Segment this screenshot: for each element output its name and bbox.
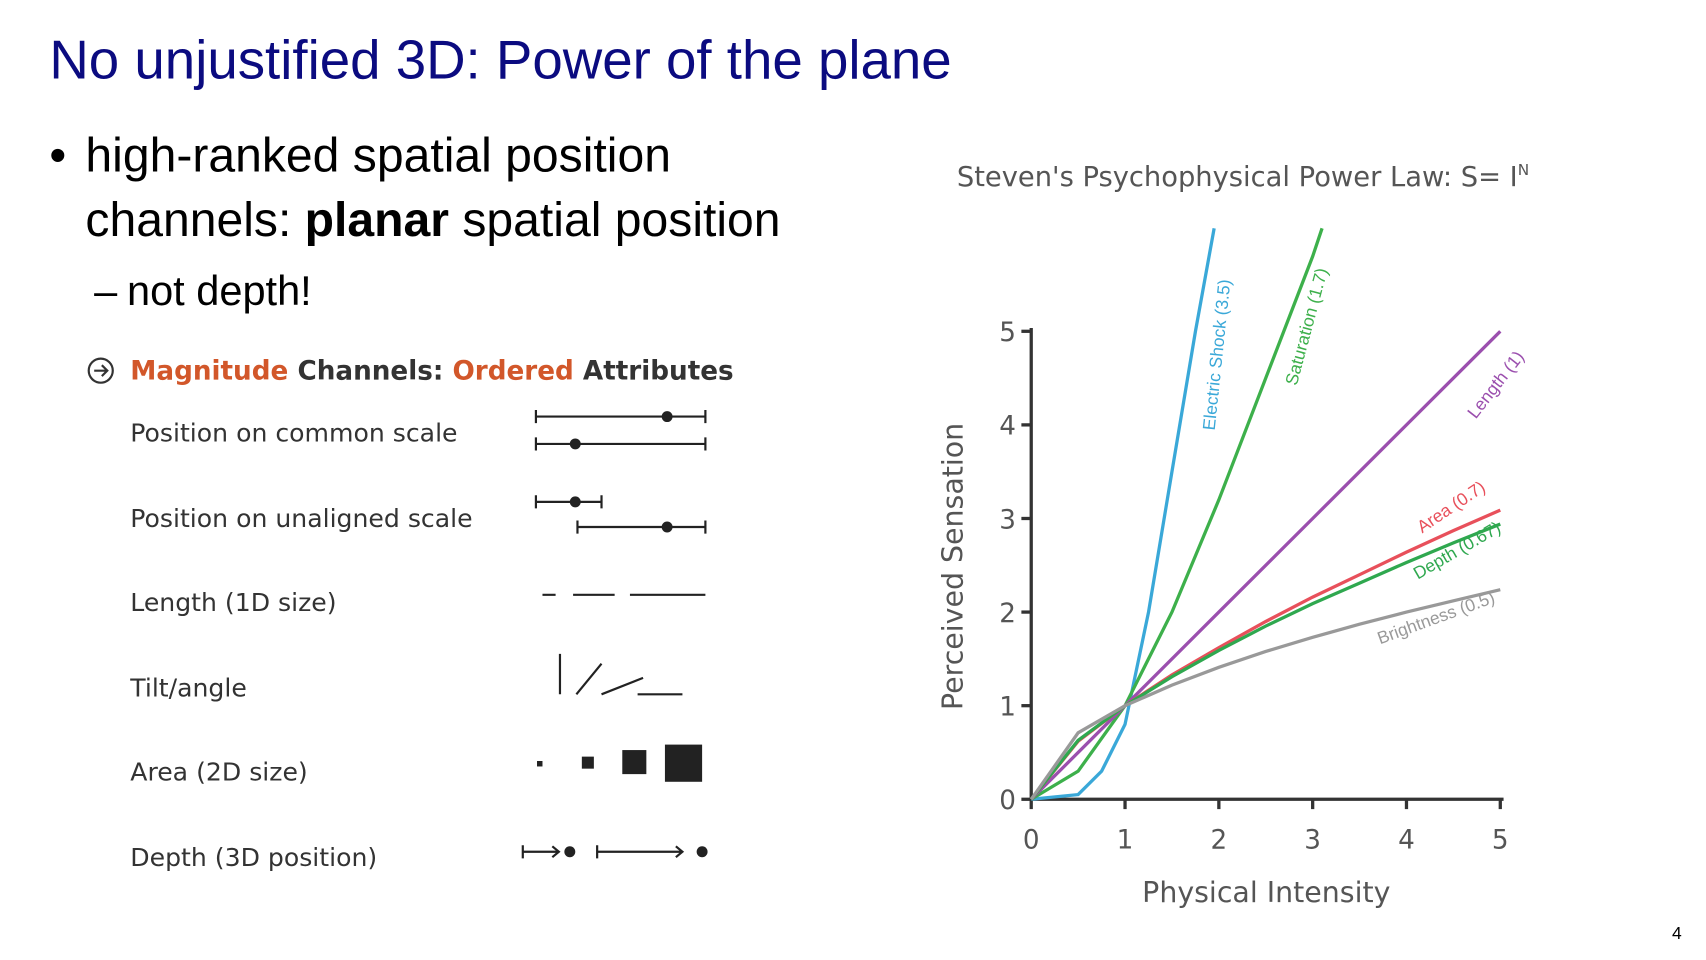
sub-marker: – bbox=[94, 267, 118, 314]
y-tick-label: 0 bbox=[999, 786, 1016, 816]
bullet-line: channels: planar spatial position bbox=[85, 193, 780, 247]
dot bbox=[696, 846, 708, 858]
y-tick-label: 5 bbox=[999, 318, 1016, 348]
dot bbox=[661, 411, 673, 423]
chart-title: Steven's Psychophysical Power Law: S= IN bbox=[957, 161, 1529, 193]
x-tick-label: 4 bbox=[1398, 825, 1415, 855]
header-arrow bbox=[94, 364, 109, 377]
channel-label: Depth (3D position) bbox=[130, 843, 377, 872]
series-line bbox=[1029, 522, 1501, 801]
dot bbox=[661, 521, 673, 533]
bullet-text: channels: bbox=[85, 193, 304, 247]
bullet-text: spatial position bbox=[449, 193, 781, 247]
header-part: Ordered bbox=[452, 356, 573, 386]
series-line bbox=[1030, 330, 1502, 801]
series-line bbox=[1031, 228, 1216, 801]
depth-icon bbox=[521, 845, 685, 859]
area-icon bbox=[664, 744, 703, 782]
x-tick-label: 2 bbox=[1210, 825, 1227, 855]
channel-label: Position on common scale bbox=[130, 419, 457, 448]
x-tick-label: 5 bbox=[1492, 825, 1509, 855]
bullet-marker: • bbox=[49, 129, 66, 183]
series-label: Saturation (1.7) bbox=[1281, 266, 1332, 388]
x-tick-label: 0 bbox=[1023, 825, 1040, 855]
series-line bbox=[1029, 588, 1501, 801]
sub-bullet: not depth! bbox=[127, 267, 312, 314]
bullet-line: high-ranked spatial position bbox=[85, 129, 671, 183]
header-part: Channels: bbox=[288, 356, 452, 386]
dot bbox=[564, 846, 576, 858]
chart: Steven's Psychophysical Power Law: S= IN… bbox=[936, 161, 1529, 909]
channel-label: Position on unaligned scale bbox=[130, 504, 472, 533]
chart-title-text: Steven's Psychophysical Power Law: S= I bbox=[957, 162, 1518, 193]
area-icon bbox=[581, 756, 594, 769]
tilt-icon bbox=[558, 653, 683, 696]
series-line bbox=[1030, 227, 1324, 801]
area-icon bbox=[622, 750, 647, 775]
dot bbox=[569, 496, 581, 508]
series-label: Brightness (0.5) bbox=[1375, 587, 1498, 648]
bullet-bold: planar bbox=[305, 193, 449, 247]
dot bbox=[569, 438, 581, 450]
page-number: 4 bbox=[1672, 923, 1682, 943]
channel-icons bbox=[521, 410, 708, 859]
channels-panel: Magnitude Channels: Ordered Attributes P… bbox=[87, 356, 734, 872]
x-tick-label: 1 bbox=[1117, 825, 1134, 855]
y-tick-label: 4 bbox=[999, 412, 1016, 442]
y-tick-label: 2 bbox=[999, 599, 1016, 629]
y-tick-label: 1 bbox=[999, 693, 1016, 723]
x-tick-label: 3 bbox=[1304, 825, 1321, 855]
series-label: Electric Shock (3.5) bbox=[1199, 278, 1235, 431]
y-tick-label: 3 bbox=[999, 505, 1016, 535]
chart-title-superscript: N bbox=[1518, 161, 1529, 179]
header-part: Attributes bbox=[574, 356, 734, 386]
slide-title: No unjustified 3D: Power of the plane bbox=[49, 30, 951, 91]
y-axis-label: Perceived Sensation bbox=[936, 423, 969, 710]
channel-label: Tilt/angle bbox=[129, 673, 247, 702]
scale-icon bbox=[534, 410, 707, 534]
header-icon bbox=[87, 357, 114, 384]
x-axis-label: Physical Intensity bbox=[1142, 876, 1390, 909]
area-icon bbox=[537, 761, 543, 767]
channel-label: Length (1D size) bbox=[130, 588, 336, 617]
header-part: Magnitude bbox=[130, 356, 288, 386]
channel-label: Area (2D size) bbox=[130, 758, 307, 787]
channels-header: Magnitude Channels: Ordered Attributes bbox=[130, 356, 733, 386]
